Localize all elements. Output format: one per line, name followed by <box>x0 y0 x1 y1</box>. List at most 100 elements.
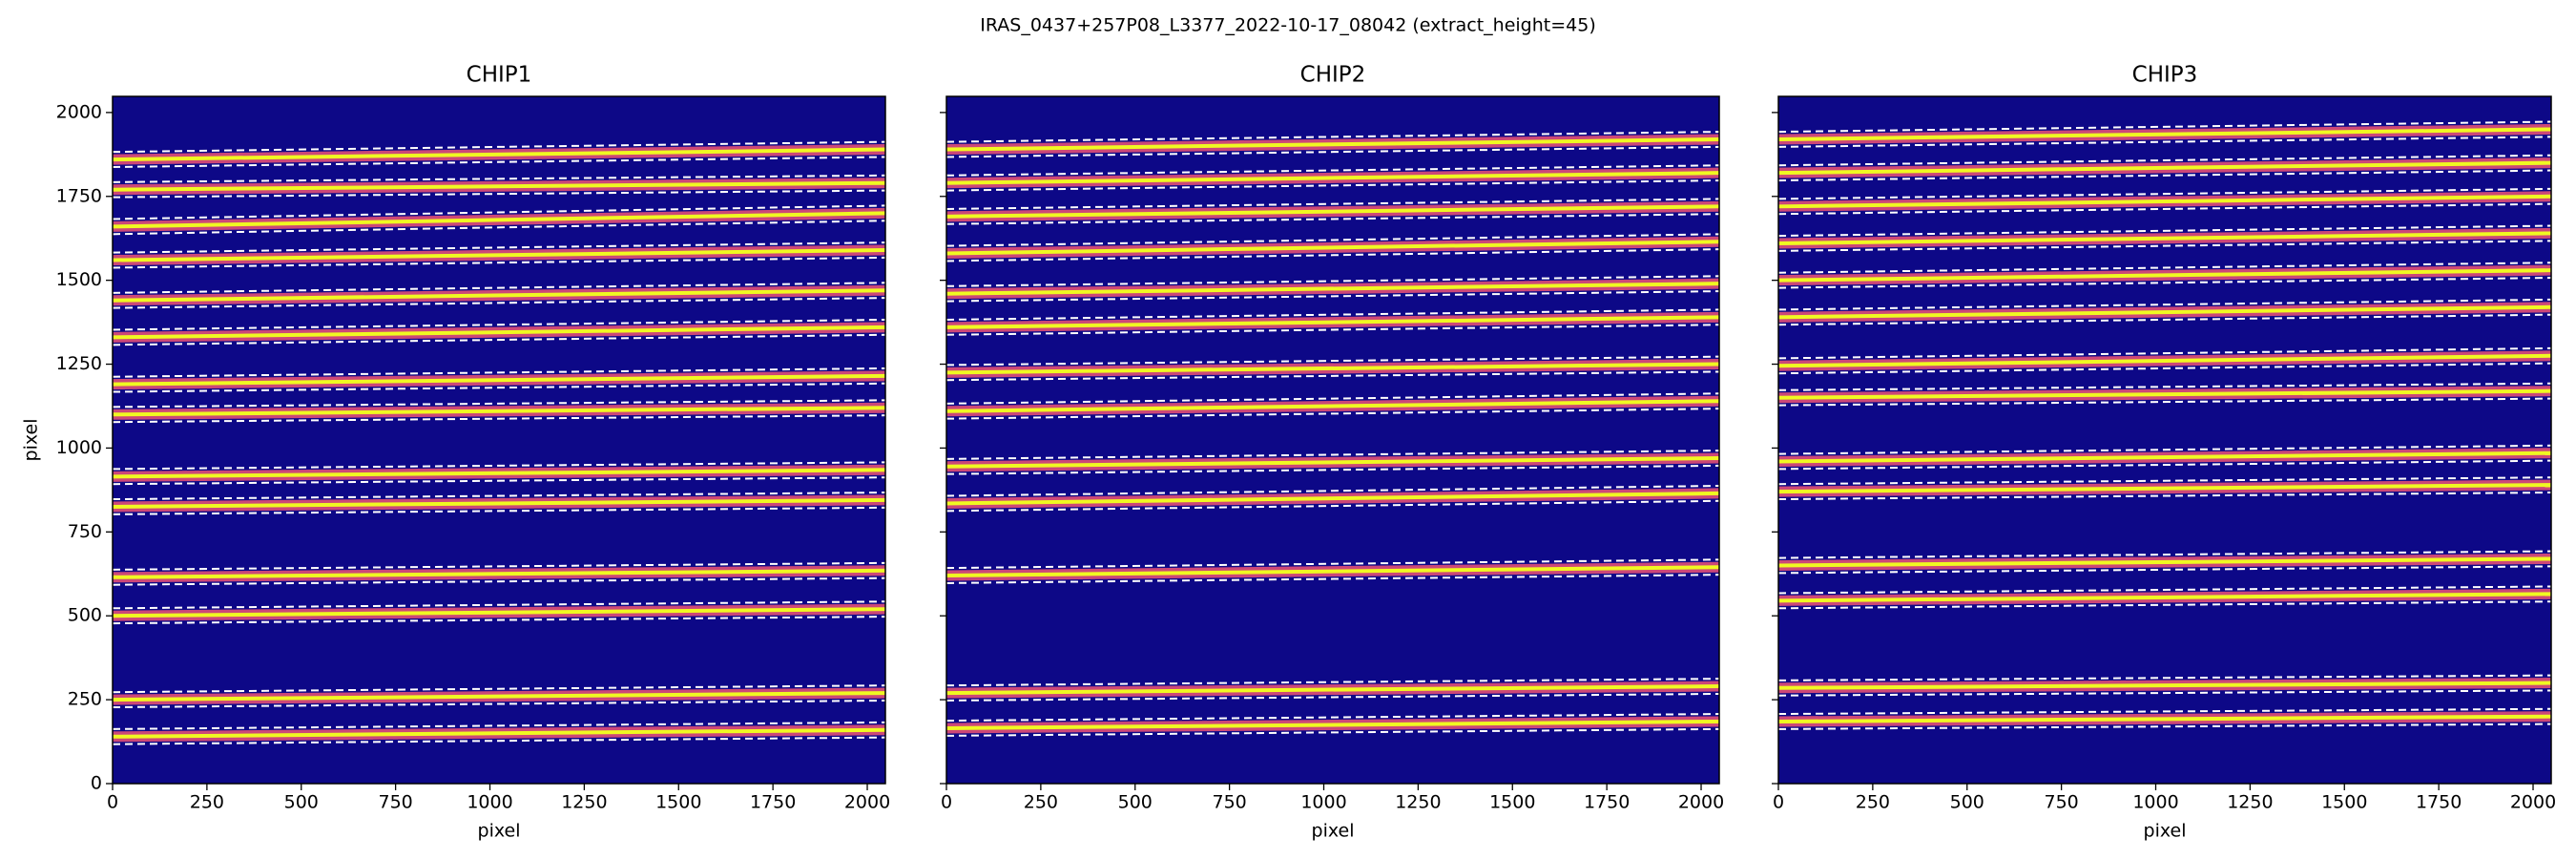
y-tick-label: 0 <box>91 773 102 794</box>
y-tick-label: 1000 <box>56 437 102 458</box>
x-tick-label: 250 <box>1024 792 1058 813</box>
trace <box>1777 304 2552 320</box>
trace <box>945 240 1720 256</box>
trace <box>1777 681 2552 690</box>
trace <box>112 180 886 192</box>
extraction-bound <box>945 213 1720 225</box>
x-tick-label: 0 <box>941 792 952 813</box>
x-tick-label: 1000 <box>2132 792 2178 813</box>
trace <box>1777 127 2552 141</box>
x-tick-label: 2000 <box>2510 792 2556 813</box>
x-tick-label: 1500 <box>655 792 701 813</box>
x-tick-label: 500 <box>284 792 319 813</box>
chart-title: IRAS_0437+257P08_L3377_2022-10-17_08042 … <box>980 15 1596 36</box>
trace <box>945 399 1720 413</box>
extraction-bound <box>112 297 886 309</box>
trace <box>112 211 886 229</box>
x-axis-label: pixel <box>478 821 521 842</box>
image-background <box>1778 96 2551 784</box>
x-tick-label: 1000 <box>1300 792 1346 813</box>
extraction-bound <box>945 179 1720 192</box>
extraction-bound <box>945 713 1720 723</box>
trace <box>112 497 886 509</box>
trace <box>112 468 886 479</box>
x-tick-label: 1250 <box>1395 792 1441 813</box>
trace <box>112 568 886 579</box>
extraction-bound <box>945 233 1720 247</box>
trace <box>1777 268 2552 283</box>
extraction-bound <box>945 164 1720 177</box>
extraction-bound <box>945 248 1720 262</box>
extraction-bound <box>1777 277 2552 289</box>
image-background <box>946 96 1719 784</box>
extraction-bound <box>945 678 1720 687</box>
extraction-bound <box>112 204 886 220</box>
extraction-bound <box>112 282 886 294</box>
x-tick-label: 0 <box>107 792 118 813</box>
extraction-bound <box>945 692 1720 702</box>
trace <box>945 315 1720 329</box>
extraction-bound <box>945 198 1720 210</box>
trace <box>1777 450 2552 464</box>
x-tick-label: 750 <box>1212 792 1246 813</box>
extraction-bound <box>1777 313 2552 326</box>
trace <box>945 719 1720 730</box>
extraction-bound <box>945 727 1720 737</box>
x-tick-label: 250 <box>190 792 224 813</box>
trace <box>945 684 1720 696</box>
trace <box>112 288 886 303</box>
trace <box>112 325 886 340</box>
extraction-bound <box>1777 202 2552 216</box>
extraction-bound <box>1777 224 2552 238</box>
extraction-bound <box>945 499 1720 513</box>
x-tick-label: 750 <box>378 792 412 813</box>
extraction-bound <box>1777 674 2552 681</box>
extraction-bound <box>945 290 1720 303</box>
x-tick-label: 2000 <box>1678 792 1724 813</box>
y-tick-label: 750 <box>68 521 102 542</box>
extraction-bound <box>1777 382 2552 391</box>
extraction-bound <box>945 484 1720 497</box>
extraction-bound <box>945 408 1720 420</box>
extraction-bound <box>112 414 886 424</box>
extraction-bound <box>945 464 1720 475</box>
panel-title: CHIP2 <box>1300 63 1366 88</box>
extraction-bound <box>112 399 886 409</box>
y-tick-label: 1250 <box>56 353 102 374</box>
trace <box>945 362 1720 375</box>
extraction-bound <box>112 461 886 471</box>
x-tick-label: 1000 <box>467 792 512 813</box>
trace <box>112 691 886 702</box>
extraction-bound <box>1777 459 2552 471</box>
extraction-bound <box>1777 136 2552 148</box>
trace <box>112 373 886 387</box>
trace <box>945 204 1720 219</box>
extraction-bound <box>112 721 886 730</box>
x-tick-label: 750 <box>2044 792 2078 813</box>
extraction-bound <box>1777 346 2552 360</box>
extraction-bound <box>945 131 1720 143</box>
trace <box>945 137 1720 152</box>
trace <box>112 727 886 739</box>
x-tick-label: 1250 <box>2227 792 2273 813</box>
extraction-bound <box>112 333 886 346</box>
extraction-bound <box>945 324 1720 336</box>
x-axis-label: pixel <box>2144 821 2187 842</box>
trace <box>945 455 1720 469</box>
x-tick-label: 500 <box>1950 792 1984 813</box>
extraction-bound <box>945 275 1720 287</box>
trace <box>1777 592 2552 603</box>
extraction-bound <box>945 370 1720 382</box>
extraction-bound <box>112 189 886 199</box>
y-tick-label: 250 <box>68 689 102 710</box>
x-tick-label: 500 <box>1118 792 1153 813</box>
extraction-bound <box>112 174 886 183</box>
extraction-bound <box>945 145 1720 158</box>
extraction-bound <box>945 308 1720 321</box>
trace <box>945 565 1720 578</box>
extraction-bound <box>1777 397 2552 407</box>
x-tick-label: 1750 <box>1584 792 1630 813</box>
trace <box>945 171 1720 185</box>
x-tick-label: 1750 <box>750 792 796 813</box>
